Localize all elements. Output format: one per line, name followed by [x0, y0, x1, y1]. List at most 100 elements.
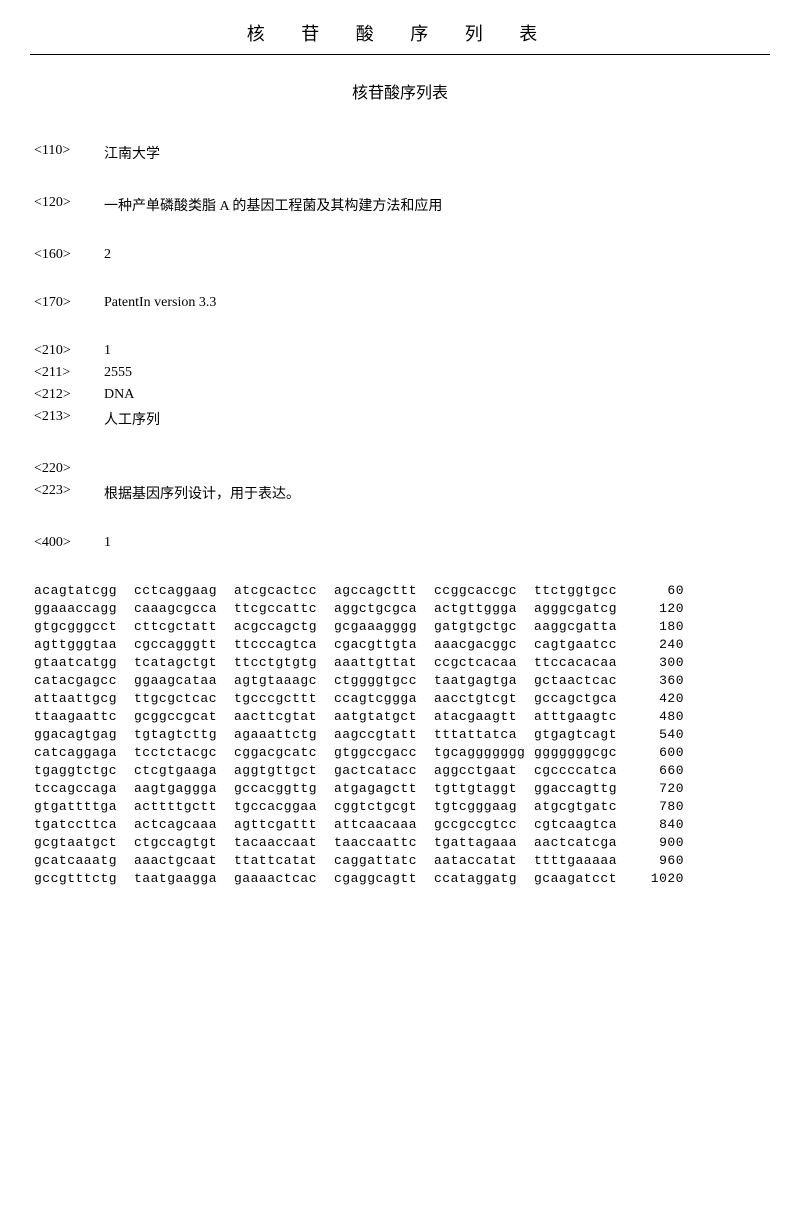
sequence-group: aaggcgatta [534, 619, 634, 634]
sequence-group: ttaagaattc [34, 709, 134, 724]
sequence-group: cgccagggtt [134, 637, 234, 652]
sequence-group: aacttcgtat [234, 709, 334, 724]
metadata-tag: <170> [34, 295, 104, 311]
sequence-group: aatgtatgct [334, 709, 434, 724]
sequence-group: ttctggtgcc [534, 583, 634, 598]
sequence-group: ttgcgctcac [134, 691, 234, 706]
sequence-group: aactcatcga [534, 835, 634, 850]
sequence-group: gcaagatcct [534, 871, 634, 886]
sequence-group: tccagccaga [34, 781, 134, 796]
sequence-group: gccgccgtcc [434, 817, 534, 832]
sequence-group: aaattgttat [334, 655, 434, 670]
sequence-group: tcctctacgc [134, 745, 234, 760]
sequence-group: ccggcaccgc [434, 583, 534, 598]
sequence-group: cgtcaagtca [534, 817, 634, 832]
sequence-position: 240 [634, 637, 684, 652]
sequence-position: 780 [634, 799, 684, 814]
sequence-group: tgcaggggggg [434, 745, 534, 760]
sequence-group: gccgtttctg [34, 871, 134, 886]
metadata-value [104, 461, 770, 477]
sequence-group: gaaaactcac [234, 871, 334, 886]
sequence-group: atgcgtgatc [534, 799, 634, 814]
metadata-row: <212>DNA [30, 387, 770, 403]
sequence-group: ggaagcataa [134, 673, 234, 688]
sequence-group: ctgccagtgt [134, 835, 234, 850]
sequence-group: attaattgcg [34, 691, 134, 706]
page-title: 核 苷 酸 序 列 表 [30, 20, 770, 55]
sequence-group: cagtgaatcc [534, 637, 634, 652]
sequence-group: ttcctgtgtg [234, 655, 334, 670]
sequence-group: cttcgctatt [134, 619, 234, 634]
sequence-group: gggggggcgc [534, 745, 634, 760]
sequence-group: tgttgtaggt [434, 781, 534, 796]
sequence-group: agtgtaaagc [234, 673, 334, 688]
sequence-position: 360 [634, 673, 684, 688]
sequence-group: taaccaattc [334, 835, 434, 850]
sequence-position: 840 [634, 817, 684, 832]
sequence-group: ttcgccattc [234, 601, 334, 616]
sequence-row: acagtatcggcctcaggaagatcgcactccagccagcttt… [30, 583, 770, 598]
sequence-row: catcaggagatcctctacgccggacgcatcgtggccgacc… [30, 745, 770, 760]
sequence-group: gcggccgcat [134, 709, 234, 724]
sequence-group: aagccgtatt [334, 727, 434, 742]
sequence-group: tgaggtctgc [34, 763, 134, 778]
metadata-value: 1 [104, 343, 770, 359]
sequence-group: ggacagtgag [34, 727, 134, 742]
sequence-group: agttgggtaa [34, 637, 134, 652]
metadata-value: 2 [104, 247, 770, 263]
metadata-tag: <213> [34, 409, 104, 429]
metadata-value: DNA [104, 387, 770, 403]
sequence-position: 540 [634, 727, 684, 742]
sequence-group: aaacgacggc [434, 637, 534, 652]
sequence-group: ttcccagtca [234, 637, 334, 652]
sequence-group: agaaattctg [234, 727, 334, 742]
sequence-group: gtgagtcagt [534, 727, 634, 742]
metadata-value: 根据基因序列设计，用于表达。 [104, 483, 770, 503]
sequence-group: tcatagctgt [134, 655, 234, 670]
metadata-row: <170>PatentIn version 3.3 [30, 295, 770, 311]
metadata-section: <110>江南大学<120>一种产单磷酸类脂 A 的基因工程菌及其构建方法和应用… [30, 143, 770, 551]
sequence-group: actgttggga [434, 601, 534, 616]
sequence-group: tgatccttca [34, 817, 134, 832]
sequence-row: gcatcaaatgaaactgcaatttattcatatcaggattatc… [30, 853, 770, 868]
metadata-tag: <400> [34, 535, 104, 551]
sequence-group: atttgaagtc [534, 709, 634, 724]
metadata-value: 一种产单磷酸类脂 A 的基因工程菌及其构建方法和应用 [104, 195, 770, 215]
sequence-row: gcgtaatgctctgccagtgttacaaccaattaaccaattc… [30, 835, 770, 850]
sequence-group: agccagcttt [334, 583, 434, 598]
sequence-position: 480 [634, 709, 684, 724]
metadata-value: 1 [104, 535, 770, 551]
sequence-row: tgaggtctgcctcgtgaagaaggtgttgctgactcatacc… [30, 763, 770, 778]
page-subtitle: 核苷酸序列表 [30, 79, 770, 103]
sequence-row: gtaatcatggtcatagctgtttcctgtgtgaaattgttat… [30, 655, 770, 670]
metadata-row: <211>2555 [30, 365, 770, 381]
sequence-group: ccagtcggga [334, 691, 434, 706]
sequence-group: ctggggtgcc [334, 673, 434, 688]
sequence-group: aacctgtcgt [434, 691, 534, 706]
sequence-row: attaattgcgttgcgctcactgcccgctttccagtcggga… [30, 691, 770, 706]
sequence-group: tgtcgggaag [434, 799, 534, 814]
sequence-row: ggacagtgagtgtagtcttgagaaattctgaagccgtatt… [30, 727, 770, 742]
metadata-row: <160>2 [30, 247, 770, 263]
sequence-row: catacgagccggaagcataaagtgtaaagcctggggtgcc… [30, 673, 770, 688]
sequence-row: agttgggtaacgccagggttttcccagtcacgacgttgta… [30, 637, 770, 652]
sequence-group: gatgtgctgc [434, 619, 534, 634]
sequence-group: atgagagctt [334, 781, 434, 796]
metadata-tag: <223> [34, 483, 104, 503]
sequence-group: ggaaaccagg [34, 601, 134, 616]
sequence-group: tgtagtcttg [134, 727, 234, 742]
sequence-group: gtgcgggcct [34, 619, 134, 634]
sequence-group: tttattatca [434, 727, 534, 742]
metadata-tag: <212> [34, 387, 104, 403]
sequence-group: cggtctgcgt [334, 799, 434, 814]
metadata-row: <220> [30, 461, 770, 477]
sequence-row: gtgattttgaacttttgctttgccacggaacggtctgcgt… [30, 799, 770, 814]
sequence-position: 180 [634, 619, 684, 634]
sequence-row: gccgtttctgtaatgaaggagaaaactcaccgaggcagtt… [30, 871, 770, 886]
sequence-group: acttttgctt [134, 799, 234, 814]
sequence-group: taatgagtga [434, 673, 534, 688]
sequence-group: cgaggcagtt [334, 871, 434, 886]
sequence-group: tgcccgcttt [234, 691, 334, 706]
metadata-block: <160>2 [30, 247, 770, 263]
sequence-group: taatgaagga [134, 871, 234, 886]
